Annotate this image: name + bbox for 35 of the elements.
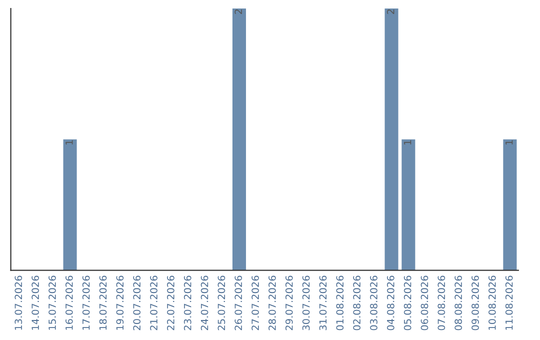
x-tick-label: 14.07.2026 — [32, 276, 39, 330]
x-tick-label: 02.08.2026 — [353, 276, 360, 330]
x-tick-label: 20.07.2026 — [133, 276, 141, 330]
x-tick-label: 27.07.2026 — [252, 276, 259, 330]
x-tick-label: 05.08.2026 — [404, 276, 412, 330]
x-tick-label: 17.07.2026 — [82, 276, 90, 330]
x-tick-label: 15.07.2026 — [48, 276, 56, 330]
data-label: 2 — [386, 9, 394, 14]
data-label: 1 — [66, 140, 73, 145]
data-label: 1 — [404, 140, 412, 145]
x-tick-label: 16.07.2026 — [65, 276, 73, 330]
x-tick-label: 26.07.2026 — [234, 276, 242, 330]
x-tick-label: 29.07.2026 — [285, 276, 293, 330]
data-label: 2 — [234, 9, 242, 14]
x-tick-label: 28.07.2026 — [268, 276, 276, 330]
data-label: 1 — [506, 140, 513, 145]
x-tick-label: 18.07.2026 — [99, 276, 107, 330]
x-tick-label: 06.08.2026 — [420, 276, 428, 330]
x-tick-label: 10.08.2026 — [488, 276, 496, 330]
x-tick-label: 09.08.2026 — [472, 276, 479, 330]
x-tick-label: 08.08.2026 — [454, 276, 462, 330]
x-tick-label: 04.08.2026 — [386, 276, 394, 330]
x-tick-label: 01.08.2026 — [336, 276, 344, 330]
x-tick-label: 25.07.2026 — [218, 276, 226, 330]
x-tick-label: 31.07.2026 — [319, 276, 327, 330]
x-tick-label: 03.08.2026 — [370, 276, 378, 330]
x-tick-label: 23.07.2026 — [184, 276, 192, 330]
x-tick-label: 22.07.2026 — [167, 276, 174, 330]
x-tick-label: 30.07.2026 — [302, 276, 310, 330]
x-tick-label: 21.07.2026 — [150, 276, 158, 330]
x-tick-label: 13.07.2026 — [14, 276, 22, 330]
x-tick-label: 07.08.2026 — [438, 276, 446, 330]
x-tick-label: 19.07.2026 — [116, 276, 124, 330]
x-tick-label: 24.07.2026 — [200, 276, 208, 330]
x-tick-label: 11.08.2026 — [505, 276, 513, 330]
